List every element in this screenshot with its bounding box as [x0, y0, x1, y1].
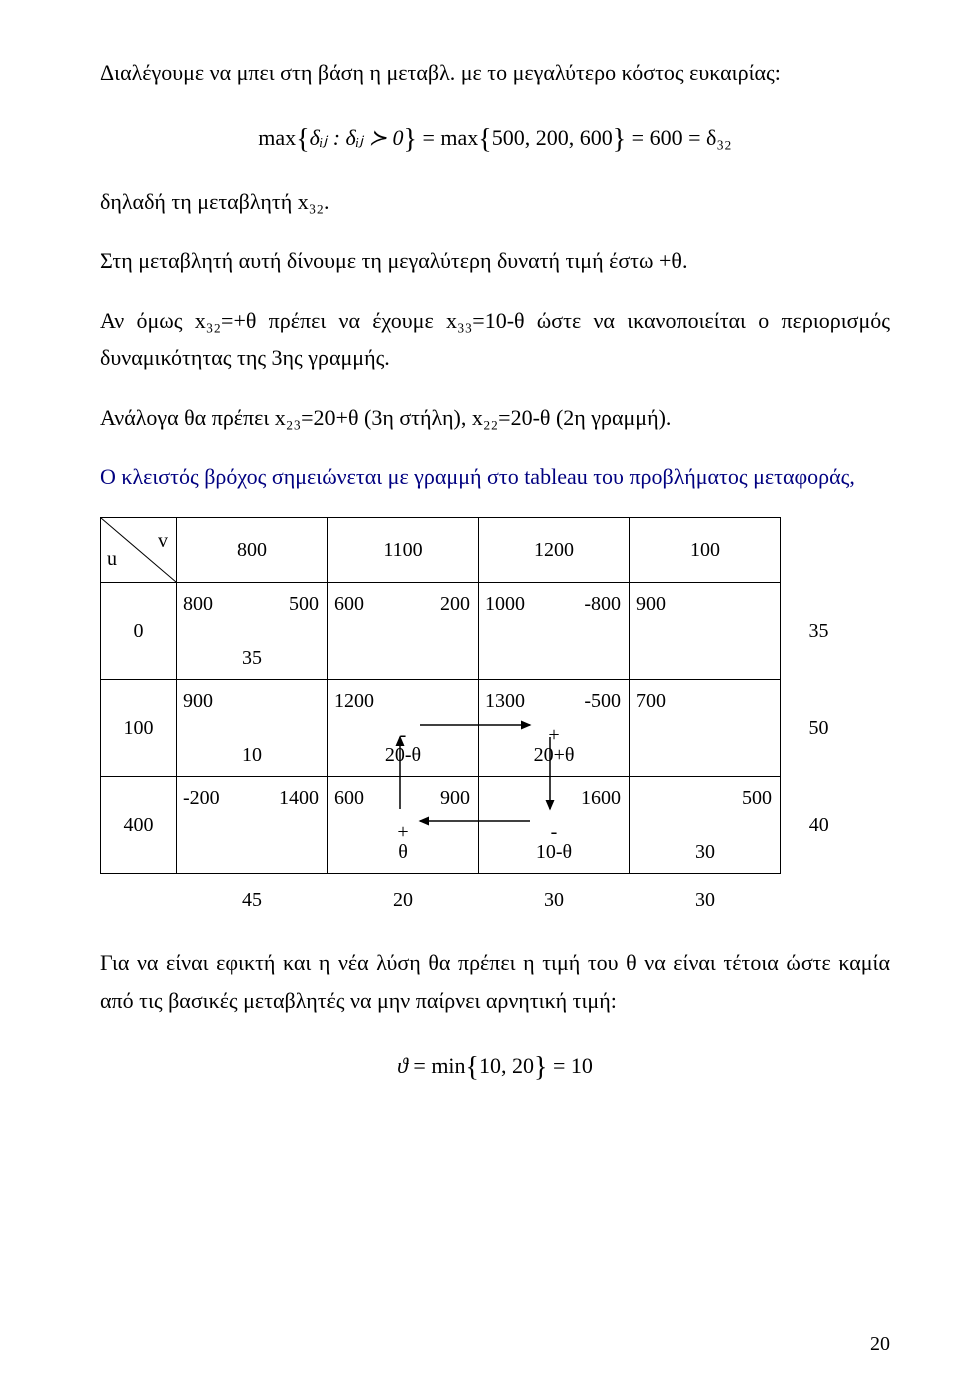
data-row-2: 400 -200 1400 600 900 + θ 1600 - 10-θ [101, 777, 847, 874]
cell-1-2: 1300 -500 + 20+θ [479, 680, 630, 777]
col-header-1: 1100 [328, 518, 479, 583]
tr: 500 [742, 781, 772, 815]
col-header-2: 1200 [479, 518, 630, 583]
supply-0: 35 [781, 583, 847, 680]
tr: -500 [584, 684, 621, 718]
tl: 800 [183, 587, 213, 621]
tr: 900 [440, 781, 470, 815]
col-header-0: 800 [177, 518, 328, 583]
bot: 30 [630, 835, 780, 869]
col-header-3: 100 [630, 518, 781, 583]
bot: 35 [177, 641, 327, 675]
cell-0-3: 900 [630, 583, 781, 680]
para-7: Για να είναι εφικτή και η νέα λύση θα πρ… [100, 944, 890, 1019]
cell-2-0: -200 1400 [177, 777, 328, 874]
cell-2-1: 600 900 + θ [328, 777, 479, 874]
demand-0: 45 [177, 874, 328, 923]
tr: -800 [584, 587, 621, 621]
para-2: δηλαδή τη μεταβλητή x₃₂. [100, 183, 890, 220]
para-3: Στη μεταβλητή αυτή δίνουμε τη μεγαλύτερη… [100, 242, 890, 279]
page: Διαλέγουμε να μπει στη βάση η μεταβλ. με… [0, 0, 960, 1389]
tl: 1200 [334, 684, 374, 718]
bot: 20-θ [328, 738, 478, 772]
tl: 700 [636, 684, 666, 718]
corner-cell: v u [101, 518, 177, 583]
empty-corner [781, 518, 847, 583]
bot: θ [328, 835, 478, 869]
page-number: 20 [870, 1327, 890, 1361]
tableau-grid: v u 800 1100 1200 100 0 800 500 35 600 [100, 517, 847, 922]
equation-1: max{δᵢⱼ : δᵢⱼ ≻ 0} = max{500, 200, 600} … [100, 113, 890, 161]
tr: 1400 [279, 781, 319, 815]
supply-1: 50 [781, 680, 847, 777]
tr: 500 [289, 587, 319, 621]
cell-1-0: 900 10 [177, 680, 328, 777]
eq1-set: 500, 200, 600 [492, 125, 613, 150]
header-row: v u 800 1100 1200 100 [101, 518, 847, 583]
bot: 20+θ [479, 738, 629, 772]
cell-0-2: 1000 -800 [479, 583, 630, 680]
tl: 900 [183, 684, 213, 718]
data-row-0: 0 800 500 35 600 200 1000 -800 900 [101, 583, 847, 680]
row-header-0: 0 [101, 583, 177, 680]
eq1-body: δᵢⱼ : δᵢⱼ ≻ 0 [310, 125, 404, 150]
row-header-2: 400 [101, 777, 177, 874]
eq1-pre: max [258, 125, 296, 150]
tableau-container: v u 800 1100 1200 100 0 800 500 35 600 [100, 517, 890, 922]
cell-2-2: 1600 - 10-θ [479, 777, 630, 874]
eq1-end: = 600 = δ₃₂ [626, 125, 732, 150]
para-5: Ανάλογα θα πρέπει x₂₃=20+θ (3η στήλη), x… [100, 399, 890, 436]
tl: -200 [183, 781, 220, 815]
empty-demand-end [781, 874, 847, 923]
tl: 900 [636, 587, 666, 621]
para-1: Διαλέγουμε να μπει στη βάση η μεταβλ. με… [100, 54, 890, 91]
cell-1-3: 700 [630, 680, 781, 777]
equation-2: ϑ = min{10, 20} = 10 [100, 1041, 890, 1089]
demand-2: 30 [479, 874, 630, 923]
cell-0-1: 600 200 [328, 583, 479, 680]
cell-1-1: 1200 - 20-θ [328, 680, 479, 777]
cell-0-0: 800 500 35 [177, 583, 328, 680]
bot: 10-θ [479, 835, 629, 869]
tl: 600 [334, 587, 364, 621]
cell-2-3: 500 30 [630, 777, 781, 874]
supply-2: 40 [781, 777, 847, 874]
u-label: u [107, 542, 117, 576]
tr: 200 [440, 587, 470, 621]
demand-3: 30 [630, 874, 781, 923]
empty-demand-corner [101, 874, 177, 923]
tr: 1600 [581, 781, 621, 815]
v-label: v [158, 524, 168, 558]
demand-1: 20 [328, 874, 479, 923]
para-4: Αν όμως x₃₂=+θ πρέπει να έχουμε x₃₃=10-θ… [100, 302, 890, 377]
bot: 10 [177, 738, 327, 772]
para-6: Ο κλειστός βρόχος σημειώνεται με γραμμή … [100, 458, 890, 495]
tl: 600 [334, 781, 364, 815]
row-header-1: 100 [101, 680, 177, 777]
tl: 1300 [485, 684, 525, 718]
tl: 1000 [485, 587, 525, 621]
data-row-1: 100 900 10 1200 - 20-θ 1300 -500 + 20+θ [101, 680, 847, 777]
demand-row: 45 20 30 30 [101, 874, 847, 923]
eq1-mid: = max [417, 125, 478, 150]
